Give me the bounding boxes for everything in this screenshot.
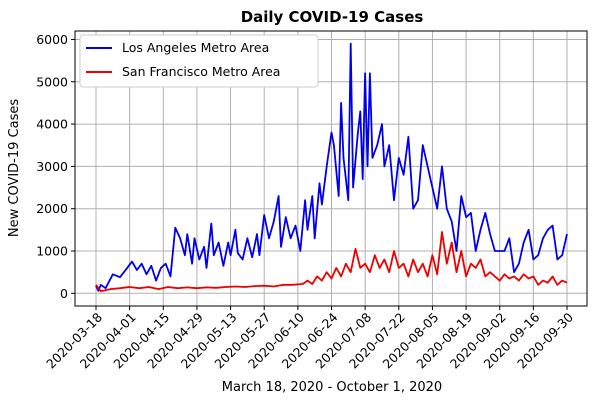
y-tick-label: 5000 (36, 74, 68, 89)
series-layer (95, 42, 568, 293)
y-tick-label: 3000 (36, 159, 68, 174)
legend-label-la: Los Angeles Metro Area (122, 40, 269, 55)
y-tick-label: 2000 (36, 201, 68, 216)
chart-title: Daily COVID-19 Cases (241, 8, 424, 26)
legend-label-sf: San Francisco Metro Area (122, 64, 280, 79)
y-tick-label: 1000 (36, 244, 68, 259)
y-tick-label: 6000 (36, 32, 68, 47)
legend: Los Angeles Metro Area San Francisco Met… (79, 34, 319, 88)
series-line-1 (95, 231, 568, 293)
y-axis-label: New COVID-19 Cases (7, 99, 22, 237)
y-axis-ticks: 0 1000 2000 3000 4000 5000 6000 (36, 32, 75, 301)
y-tick-label: 0 (60, 286, 68, 301)
series-line-0 (95, 42, 568, 292)
x-axis-label: March 18, 2020 - October 1, 2020 (222, 380, 442, 395)
legend-box (79, 34, 319, 88)
y-tick-label: 4000 (36, 117, 68, 132)
